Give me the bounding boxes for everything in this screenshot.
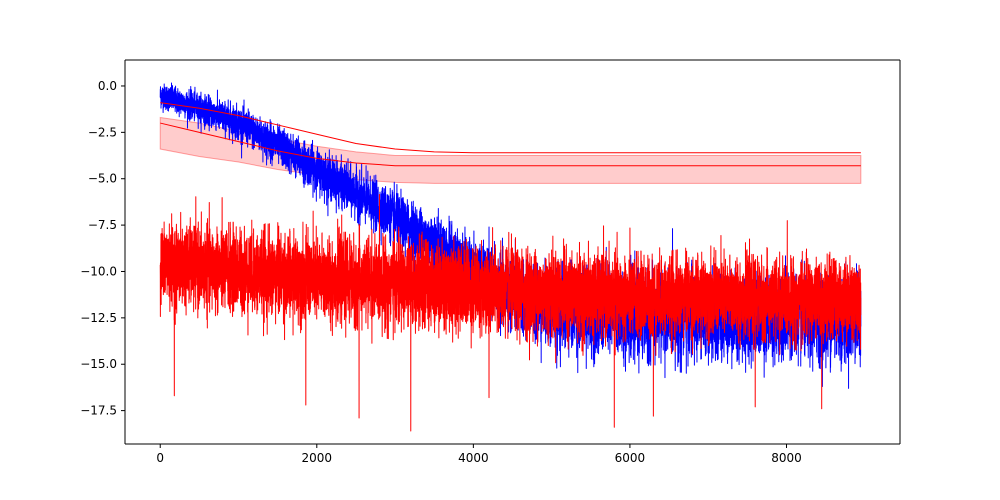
x-tick-label: 4000 bbox=[458, 451, 489, 465]
x-tick-label: 0 bbox=[156, 451, 164, 465]
series-line-3 bbox=[160, 122, 861, 167]
x-tick-label: 6000 bbox=[615, 451, 646, 465]
y-tick-label: −2.5 bbox=[88, 125, 117, 139]
x-tick-label: 8000 bbox=[771, 451, 802, 465]
y-tick-label: −17.5 bbox=[80, 404, 117, 418]
y-tick-label: −12.5 bbox=[80, 311, 117, 325]
y-tick-label: −15.0 bbox=[80, 357, 117, 371]
series-line-1 bbox=[159, 193, 862, 432]
y-tick-label: −10.0 bbox=[80, 264, 117, 278]
y-tick-label: 0.0 bbox=[98, 79, 117, 93]
y-tick-label: −7.5 bbox=[88, 218, 117, 232]
y-tick-label: −5.0 bbox=[88, 172, 117, 186]
series-layer bbox=[159, 82, 862, 432]
series-line-2 bbox=[160, 102, 861, 154]
axes-layer: 0 2000 4000 6000 8000 0.0 −2.5 −5.0 −7.5 −10.0 −12… bbox=[80, 59, 901, 465]
x-tick-label: 2000 bbox=[302, 451, 333, 465]
